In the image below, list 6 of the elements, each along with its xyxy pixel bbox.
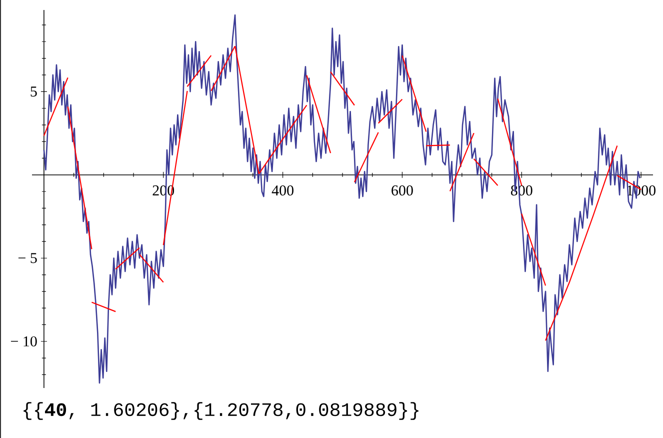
- y-tick-label: 5: [30, 86, 37, 97]
- y-tick-label: − 10: [10, 336, 37, 346]
- x-tick-label: 400: [272, 185, 294, 196]
- y-tick-label: − 5: [18, 253, 37, 264]
- text: {{40, 1.60206},{1.20778,0.0819889}}: [24, 402, 418, 420]
- x-tick-label: 600: [392, 185, 413, 196]
